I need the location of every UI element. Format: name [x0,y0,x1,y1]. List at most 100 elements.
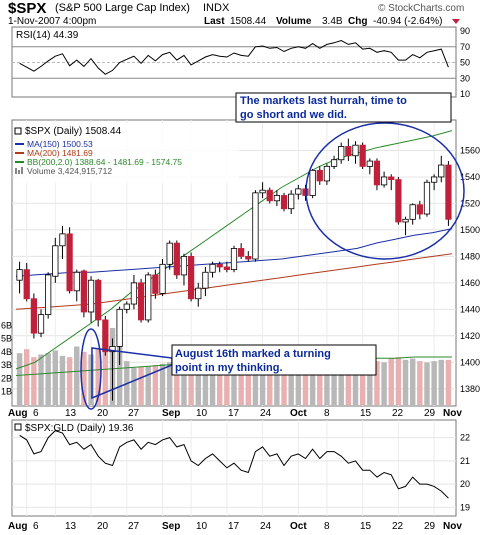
gld-tick-label: 19 [460,502,470,512]
volume-bar [238,365,244,405]
candle-body [230,248,238,271]
legend-volume: Volume 3,424,915,712 [27,166,112,176]
x-axis-label: 13 [65,408,77,419]
volume-tick-label: 5B [1,334,12,344]
volume-bar [52,350,59,405]
x-axis-label: Sep [162,521,180,532]
volume-bar [202,365,209,405]
x-axis-label: 27 [128,408,140,419]
candle-body [388,176,395,180]
volume-bar [38,354,44,405]
volume-bar [338,359,344,405]
price-tick-label: 1520 [460,198,480,208]
gld-panel: $SPX:GLD (Daily) 19.36 22 21 20 19 [11,419,470,517]
candle-body [123,303,130,310]
x-axis-label: 27 [128,521,140,532]
candle-body [280,195,288,210]
volume-bar [417,361,423,405]
volume-bar [295,366,302,405]
x-axis-label: Oct [290,408,307,419]
x-axis-label: 6 [33,521,39,532]
candle-body [145,274,152,321]
volume-bar [145,366,151,405]
x-axis-label: 6 [33,408,39,419]
volume-bar [245,365,252,405]
candle-body [288,193,295,210]
x-axis-label: Nov [443,521,462,532]
gld-tick-label: 21 [460,456,470,466]
x-axis-label: 24 [260,521,272,532]
price-tick-label: 1400 [460,357,480,367]
volume-bar [181,366,187,405]
volume-bar [138,366,144,405]
candle-body [423,181,431,215]
volume-bar [45,353,51,405]
volume-bar [24,349,30,405]
x-axis-label: 29 [424,408,436,419]
volume-tick-label: 4B [1,347,12,357]
volume-bar [216,365,223,405]
volume-tick-label: 6B [1,320,12,330]
volume-bar [324,362,330,405]
volume-bar [252,362,259,405]
volume-bar [195,366,201,405]
candle-body [409,204,416,220]
volume-tick-label: 1B [1,387,12,397]
volume-bar [402,359,409,405]
x-axis-label: 10 [196,408,208,419]
candle-body [73,271,80,292]
volume-bar [281,365,287,405]
volume-bar [74,346,80,405]
rsi-tick-label: 70 [460,42,470,52]
rsi-panel: RSI(14) 44.39 90 70 50 30 10 [11,26,470,99]
x-axis-label: Nov [443,408,462,419]
candle-body [266,189,273,202]
x-axis-label: 20 [97,521,109,532]
price-tick-label: 1500 [460,225,480,235]
volume-bar [66,357,73,405]
gld-panel-frame [11,419,457,517]
candle-body [152,274,159,294]
candle-body [345,146,352,157]
volume-bar [166,362,173,405]
gld-tick-label: 20 [460,479,470,489]
exchange-label: INDX [203,2,230,14]
legend-ma200: MA(200) 1481.69 [27,148,93,158]
candle-body [52,245,59,277]
annotation-box-bottom [171,344,377,376]
x-axis-label: 22 [392,408,404,419]
candle-body [30,298,37,334]
gld-title-icon [14,423,22,431]
candle-body [223,266,230,271]
candle-body [295,188,302,195]
price-tick-label: 1440 [460,304,480,314]
legend-ma150: MA(150) 1500.53 [27,139,93,149]
volume-value: 3.4B [322,16,343,27]
rsi-line [19,39,449,75]
volume-bar [445,359,452,405]
x-axis-label: 8 [324,408,330,419]
volume-label: Volume [276,16,312,27]
legend-bb: BB(200,2.0) 1388.64 - 1481.69 - 1574.75 [27,157,182,167]
candle-body [23,269,30,300]
candle-body [252,192,259,260]
candle-body [59,233,66,247]
candle-body [373,160,381,186]
candle-body [66,233,73,292]
volume-bar [438,359,444,405]
candle-body [137,282,145,321]
x-axis-label: 29 [424,521,436,532]
volume-bar [388,358,394,405]
candle-body [359,144,366,167]
x-axis-label: 22 [392,521,404,532]
header: $SPX (S&P 500 Large Cap Index) INDX © St… [8,0,464,27]
volume-tick-label: 2B [1,373,12,383]
volume-bar [159,363,166,405]
volume-bar [267,367,273,405]
volume-bar [209,361,216,405]
last-value: 1508.44 [230,16,267,27]
candle-body [259,189,266,194]
volume-bar [431,361,437,405]
volume-bar [331,361,337,405]
